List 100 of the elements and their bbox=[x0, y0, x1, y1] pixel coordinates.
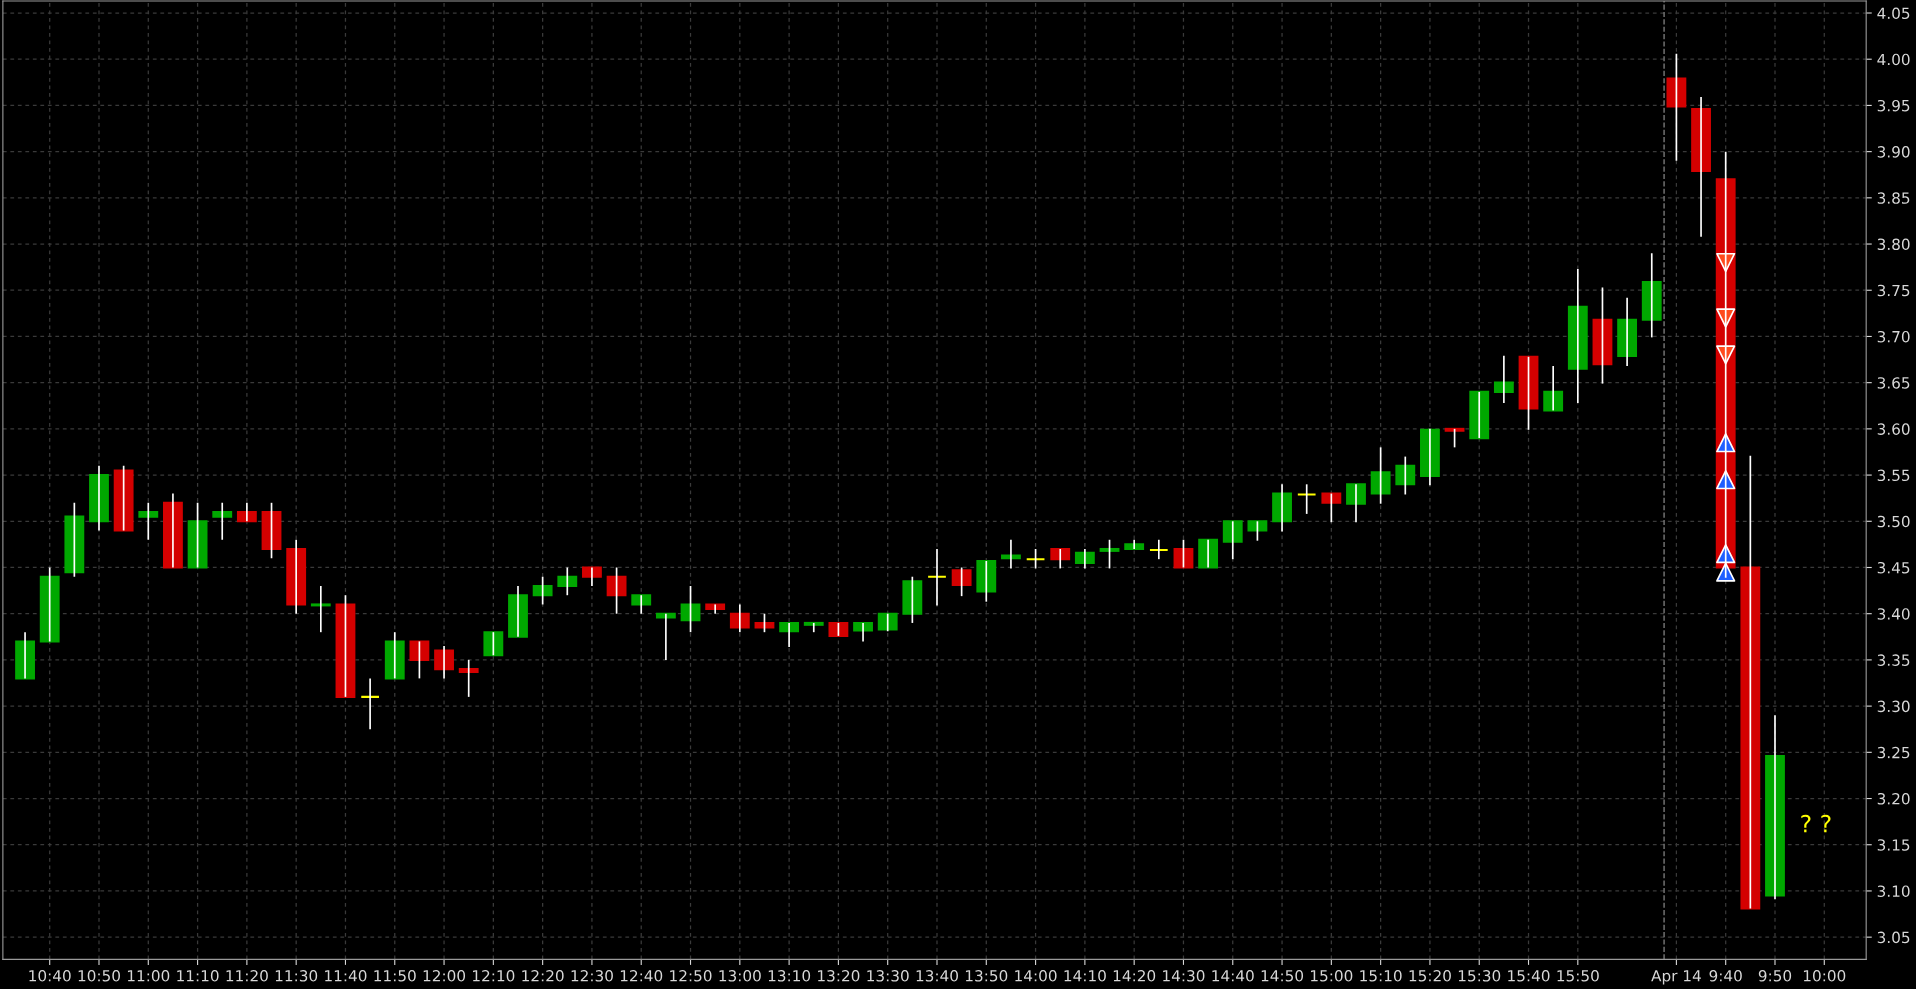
x-tick-label: 12:00 bbox=[423, 970, 466, 982]
x-tick-label: 15:10 bbox=[1360, 970, 1402, 982]
candlestick bbox=[1148, 538, 1169, 561]
candlestick bbox=[286, 538, 307, 615]
candlestick bbox=[310, 585, 331, 634]
x-tick-label: 15:40 bbox=[1508, 970, 1550, 982]
candlestick bbox=[1050, 547, 1071, 570]
x-tick-label: 13:00 bbox=[719, 970, 761, 982]
candlestick bbox=[1592, 286, 1613, 385]
candlestick bbox=[138, 501, 159, 541]
candlestick bbox=[1691, 96, 1711, 238]
candlestick bbox=[409, 640, 430, 680]
x-tick-label: 10:50 bbox=[78, 970, 120, 982]
y-tick-label: 3.65 bbox=[1877, 377, 1910, 389]
candlestick bbox=[532, 575, 553, 606]
candlestick bbox=[64, 501, 85, 578]
candlestick bbox=[902, 575, 923, 624]
x-tick-label: 14:00 bbox=[1015, 970, 1057, 982]
candlestick bbox=[1321, 492, 1342, 524]
candlestick bbox=[1025, 548, 1046, 570]
candlestick bbox=[927, 548, 947, 607]
x-tick-label: 15:00 bbox=[1311, 970, 1353, 982]
y-tick-label: 3.20 bbox=[1877, 792, 1910, 805]
x-tick-label: 14:30 bbox=[1163, 970, 1205, 982]
candlestick bbox=[1001, 538, 1021, 570]
y-tick-label: 3.25 bbox=[1877, 746, 1910, 759]
candlestick bbox=[508, 585, 528, 638]
x-tick-label: 13:30 bbox=[867, 970, 909, 982]
candlestick bbox=[1222, 520, 1243, 561]
candlestick bbox=[1765, 714, 1785, 901]
candlestick bbox=[1173, 538, 1194, 569]
y-tick-label: 3.75 bbox=[1877, 284, 1910, 297]
candlestick bbox=[163, 492, 183, 569]
candlestick bbox=[557, 566, 578, 597]
y-tick-label: 3.85 bbox=[1877, 192, 1910, 204]
y-tick-label: 3.05 bbox=[1877, 931, 1910, 944]
y-tick-label: 3.10 bbox=[1877, 885, 1910, 897]
candlestick bbox=[1346, 483, 1366, 524]
candlestick bbox=[187, 501, 208, 569]
y-tick-label: 3.15 bbox=[1877, 839, 1910, 851]
candlestick bbox=[631, 594, 652, 615]
candlestick bbox=[1124, 538, 1145, 551]
x-tick-label: 11:30 bbox=[275, 970, 318, 982]
x-tick-label: 13:50 bbox=[965, 970, 1008, 982]
y-tick-label: 3.95 bbox=[1877, 99, 1910, 112]
candlestick bbox=[779, 621, 800, 648]
y-tick-label: 4.05 bbox=[1877, 7, 1910, 20]
candlestick bbox=[39, 566, 60, 643]
candlestick bbox=[1420, 428, 1440, 487]
candlestick bbox=[113, 465, 134, 532]
candlestick bbox=[1518, 355, 1539, 431]
candlestick bbox=[1543, 365, 1564, 412]
x-tick-label: 13:20 bbox=[818, 970, 860, 982]
x-tick-label: 10:00 bbox=[1803, 970, 1846, 982]
candlestick bbox=[976, 559, 997, 603]
candlestick bbox=[384, 631, 405, 680]
x-tick-label: 9:40 bbox=[1709, 970, 1742, 982]
candlestick bbox=[951, 566, 972, 597]
candlestick bbox=[1740, 454, 1761, 910]
candlestick bbox=[483, 631, 504, 657]
x-tick-label: 12:40 bbox=[620, 970, 663, 982]
candlestick bbox=[1617, 296, 1638, 367]
y-tick-label: 3.90 bbox=[1877, 146, 1910, 158]
x-tick-label: 14:20 bbox=[1113, 970, 1156, 982]
candlestick bbox=[212, 501, 233, 541]
y-tick-label: 3.50 bbox=[1877, 515, 1910, 528]
candlestick bbox=[582, 566, 602, 587]
x-tick-label: 12:50 bbox=[670, 970, 712, 982]
candlestick bbox=[335, 594, 356, 698]
candlestick bbox=[15, 631, 35, 680]
candlestick bbox=[1493, 355, 1514, 404]
x-tick-label: 10:40 bbox=[29, 970, 71, 982]
x-tick-label: 13:40 bbox=[916, 970, 958, 982]
y-tick-label: 3.55 bbox=[1877, 469, 1910, 482]
x-tick-label: 11:50 bbox=[374, 970, 416, 982]
y-tick-label: 3.60 bbox=[1877, 423, 1910, 435]
x-tick-label: 15:30 bbox=[1458, 970, 1501, 982]
candlestick bbox=[729, 603, 750, 634]
x-tick-label: 14:40 bbox=[1212, 970, 1254, 982]
y-tick-label: 3.35 bbox=[1877, 654, 1910, 666]
candlestick bbox=[1247, 520, 1268, 542]
annotation: ? ? bbox=[1801, 814, 1831, 833]
x-tick-label: Apr 14 bbox=[1651, 970, 1701, 985]
candlestick bbox=[680, 585, 701, 634]
y-tick-label: 3.30 bbox=[1877, 700, 1910, 713]
candlestick bbox=[1099, 538, 1120, 570]
candlestick bbox=[754, 612, 775, 634]
candlestick bbox=[803, 621, 824, 634]
x-tick-label: 13:10 bbox=[768, 970, 811, 982]
candlestick bbox=[705, 603, 726, 615]
y-tick-label: 3.70 bbox=[1877, 330, 1910, 343]
y-tick-label: 3.80 bbox=[1877, 238, 1910, 251]
candlestick bbox=[1641, 252, 1662, 339]
y-tick-label: 3.45 bbox=[1877, 561, 1910, 574]
x-tick-label: 11:40 bbox=[325, 970, 367, 982]
candlestick bbox=[89, 465, 109, 532]
candlestick bbox=[360, 677, 381, 731]
x-tick-label: 11:00 bbox=[127, 970, 170, 982]
candlestick bbox=[458, 659, 479, 698]
x-tick-label: 15:20 bbox=[1409, 970, 1451, 982]
